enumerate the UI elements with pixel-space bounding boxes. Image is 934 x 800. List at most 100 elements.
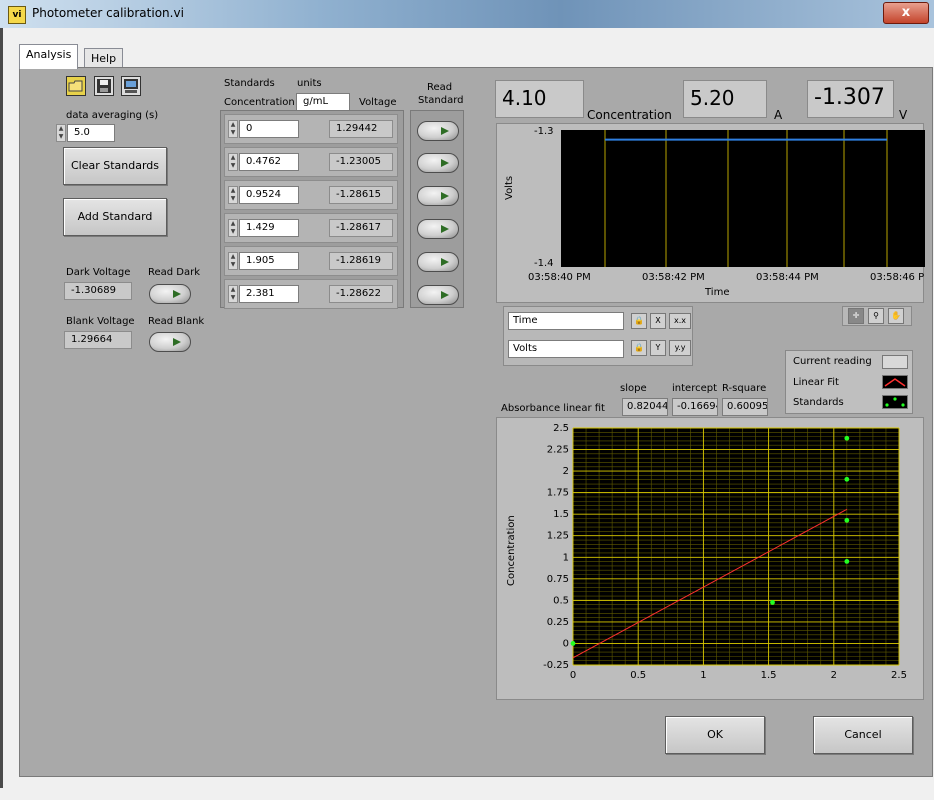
y-tick-label: 1.25	[547, 531, 569, 542]
read-dark-button[interactable]	[149, 284, 191, 304]
concentration-header: Concentration	[224, 97, 295, 108]
concentration-readout: 5.20	[683, 80, 767, 118]
data-averaging-input[interactable]: 5.0	[67, 124, 115, 142]
window-title: Photometer calibration.vi	[32, 6, 184, 20]
ok-button[interactable]: OK	[665, 716, 765, 754]
read-blank-button[interactable]	[149, 332, 191, 352]
voltage-value: 1.29442	[329, 120, 393, 138]
print-icon[interactable]	[121, 76, 141, 96]
slope-value: 0.820442	[622, 398, 668, 416]
concentration-stepper[interactable]: ▲ ▼	[228, 219, 238, 237]
volts-x-tick: 03:58:42 PM	[642, 272, 705, 283]
y-format-icon[interactable]: y.y	[669, 340, 691, 356]
calibration-plot-bg	[573, 428, 899, 665]
legend-current-reading: Current reading	[793, 356, 872, 367]
read-standard-header-2: Standard	[418, 95, 464, 106]
volts-y-tick-top: -1.3	[534, 126, 554, 137]
concentration-stepper[interactable]: ▲ ▼	[228, 120, 238, 138]
x-tick-label: 0	[570, 670, 576, 681]
standard-point	[844, 517, 850, 523]
read-dark-label: Read Dark	[148, 267, 201, 278]
intercept-label: intercept	[672, 383, 717, 394]
calibration-y-label: Concentration	[506, 515, 517, 586]
table-row: ▲ ▼ 1.905 -1.28619	[224, 246, 398, 276]
y-tick-label: 1	[563, 552, 569, 563]
tab-analysis[interactable]: Analysis	[19, 44, 79, 69]
table-row: ▲ ▼ 0.4762 -1.23005	[224, 147, 398, 177]
voltage-unit: V	[899, 108, 908, 122]
x-format-icon[interactable]: x.x	[669, 313, 691, 329]
y-axis-name-input[interactable]: Volts	[508, 340, 624, 358]
standard-point	[770, 600, 775, 605]
read-standard-button-4[interactable]	[417, 219, 459, 239]
table-row: ▲ ▼ 1.429 -1.28617	[224, 213, 398, 243]
cancel-button[interactable]: Cancel	[813, 716, 913, 754]
concentration-input[interactable]: 2.381	[239, 285, 299, 303]
current-reading-swatch-icon	[882, 355, 908, 369]
read-standard-button-6[interactable]	[417, 285, 459, 305]
concentration-input[interactable]: 0.9524	[239, 186, 299, 204]
absorbance-fit-label: Absorbance linear fit	[501, 403, 605, 414]
voltage-value: -1.28622	[329, 285, 393, 303]
read-standard-button-3[interactable]	[417, 186, 459, 206]
read-standard-array	[410, 110, 464, 308]
volts-plot-bg	[561, 130, 925, 267]
concentration-stepper[interactable]: ▲ ▼	[228, 186, 238, 204]
intercept-value: -0.16694	[672, 398, 718, 416]
data-averaging-label: data averaging (s)	[66, 110, 159, 121]
concentration-stepper[interactable]: ▲ ▼	[228, 153, 238, 171]
concentration-input[interactable]: 1.429	[239, 219, 299, 237]
linear-fit-line	[572, 508, 848, 659]
voltage-value: -1.23005	[329, 153, 393, 171]
voltage-header: Voltage	[359, 97, 397, 108]
voltage-value: -1.28617	[329, 219, 393, 237]
x-lock-icon[interactable]: 🔒	[631, 313, 647, 329]
read-standard-button-2[interactable]	[417, 153, 459, 173]
y-lock-icon[interactable]: 🔒	[631, 340, 647, 356]
close-button[interactable]: x	[883, 2, 929, 24]
read-blank-label: Read Blank	[148, 316, 205, 327]
tab-help[interactable]: Help	[84, 48, 124, 69]
table-row: ▲ ▼ 0.9524 -1.28615	[224, 180, 398, 210]
add-standard-button[interactable]: Add Standard	[63, 198, 167, 236]
blank-voltage-label: Blank Voltage	[66, 316, 135, 327]
clear-standards-button[interactable]: Clear Standards	[63, 147, 167, 185]
units-header: units	[297, 78, 322, 89]
vi-icon: vi	[8, 6, 26, 24]
x-tick-label: 2	[831, 670, 837, 681]
slope-label: slope	[620, 383, 647, 394]
crosshair-icon[interactable]: ✛	[848, 308, 864, 324]
y-tick-label: 0.75	[547, 574, 569, 585]
standard-point	[844, 559, 850, 564]
read-standard-button-5[interactable]	[417, 252, 459, 272]
voltage-value: -1.28615	[329, 186, 393, 204]
read-standard-button-1[interactable]	[417, 121, 459, 141]
open-folder-icon[interactable]	[66, 76, 86, 96]
zoom-icon[interactable]: ⚲	[868, 308, 884, 324]
save-disk-icon[interactable]	[94, 76, 114, 96]
rsquare-label: R-square	[722, 383, 767, 394]
y-tick-label: 0.25	[547, 617, 569, 628]
concentration-stepper[interactable]: ▲ ▼	[228, 252, 238, 270]
concentration-stepper[interactable]: ▲ ▼	[228, 285, 238, 303]
x-tick-label: 1.5	[761, 670, 777, 681]
data-averaging-stepper[interactable]: ▲ ▼	[56, 124, 66, 142]
y-tick-label: 0.5	[553, 595, 569, 606]
y-autoscale-icon[interactable]: Y	[650, 340, 666, 356]
voltage-value: -1.28619	[329, 252, 393, 270]
standard-point	[570, 641, 576, 646]
calibration-chart: 0 0.5 1 1.5 2 2.5-0.2500.250.50.7511.251.51.7…	[543, 423, 907, 681]
volts-x-tick: 03:58:44 PM	[756, 272, 819, 283]
pan-hand-icon[interactable]: ✋	[888, 308, 904, 324]
x-autoscale-icon[interactable]: X	[650, 313, 666, 329]
concentration-input[interactable]: 1.905	[239, 252, 299, 270]
concentration-input[interactable]: 0	[239, 120, 299, 138]
x-axis-name-input[interactable]: Time	[508, 312, 624, 330]
units-input[interactable]: g/mL	[296, 93, 350, 111]
volts-y-tick-bottom: -1.4	[534, 258, 554, 269]
standards-header: Standards	[224, 78, 275, 89]
legend-standards: Standards	[793, 397, 844, 408]
x-tick-label: 0.5	[630, 670, 646, 681]
y-tick-label: -0.25	[543, 660, 569, 671]
concentration-input[interactable]: 0.4762	[239, 153, 299, 171]
